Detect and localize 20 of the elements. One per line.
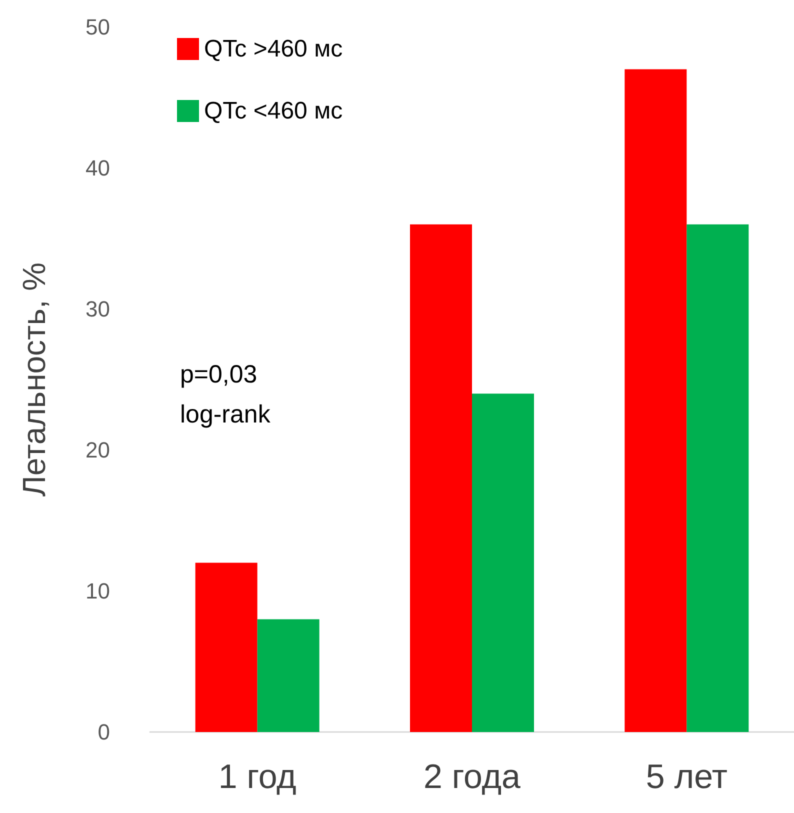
annotation: log-rank	[180, 400, 271, 428]
y-tick-label: 10	[86, 578, 110, 604]
y-tick-label: 20	[86, 438, 110, 462]
bar	[686, 224, 749, 732]
y-tick-label: 50	[86, 14, 110, 40]
bar	[410, 224, 472, 732]
x-tick-label: 1 год	[218, 758, 296, 796]
y-tick-label: 30	[86, 296, 110, 322]
bar	[624, 69, 687, 732]
legend-label: QTc <460 мс	[204, 98, 343, 124]
bar	[195, 562, 258, 732]
bar	[472, 394, 534, 732]
annotation: p=0,03	[180, 360, 258, 388]
bar	[257, 619, 320, 732]
y-axis-title: Летальность, %	[16, 262, 52, 497]
y-tick-label: 0	[98, 720, 110, 744]
x-tick-label: 2 года	[424, 758, 521, 796]
legend-label: QTc >460 мс	[204, 36, 343, 62]
x-tick-label: 5 лет	[646, 758, 728, 796]
y-tick-label: 40	[86, 156, 110, 180]
